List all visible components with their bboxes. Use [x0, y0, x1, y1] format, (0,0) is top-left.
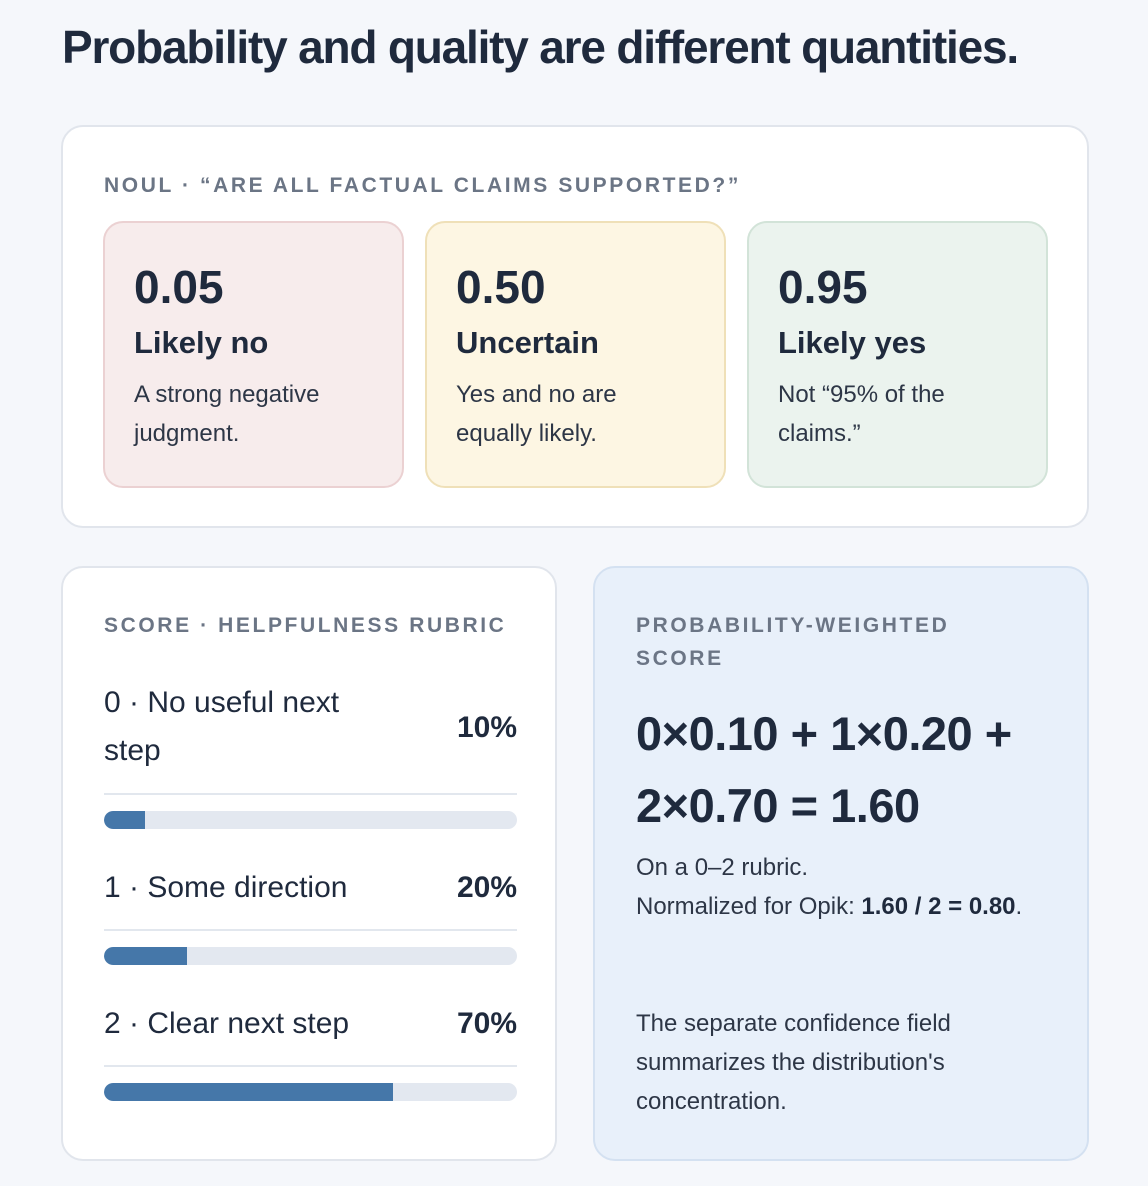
tile-label: Uncertain [456, 325, 599, 360]
progress-bar-fill [104, 1083, 394, 1101]
noul-tile-uncertain: 0.50 Uncertain Yes and no are equally li… [425, 221, 726, 488]
normalized-suffix: . [1015, 893, 1023, 920]
tile-label: Likely yes [778, 325, 927, 360]
tile-label: Likely no [134, 325, 269, 360]
divider [104, 793, 517, 795]
rubric-row-1: 1 · Some direction 20% [104, 864, 517, 934]
noul-eyebrow: NOUL · “ARE ALL FACTUAL CLAIMS SUPPORTED… [104, 174, 741, 197]
progress-bar-fill [104, 811, 146, 829]
divider [104, 1065, 517, 1067]
tile-value: 0.05 [134, 261, 224, 313]
rubric-row-0: 0 · No useful next step 10% [104, 679, 517, 809]
weighted-formula: 0×0.10 + 1×0.20 + 2×0.70 = 1.60 [636, 707, 1012, 832]
weighted-eyebrow: PROBABILITY-WEIGHTED SCORE [636, 614, 950, 670]
probability-weighted-card: PROBABILITY-WEIGHTED SCORE 0×0.10 + 1×0.… [593, 566, 1089, 1161]
noul-tile-likely-no: 0.05 Likely no A strong negative judgmen… [103, 221, 404, 488]
progress-bar-fill [104, 947, 187, 965]
tile-description: Yes and no are equally likely. [456, 381, 617, 447]
tile-description: A strong negative judgment. [134, 381, 320, 447]
noul-card: NOUL · “ARE ALL FACTUAL CLAIMS SUPPORTED… [61, 125, 1089, 528]
score-eyebrow: SCORE · HELPFULNESS RUBRIC [104, 614, 507, 637]
rubric-label: 0 · No useful next step [104, 686, 340, 767]
confidence-note: The separate confidence field summarizes… [636, 1010, 951, 1115]
noul-tile-likely-yes: 0.95 Likely yes Not “95% of the claims.” [747, 221, 1048, 488]
progress-bar [104, 947, 517, 965]
rubric-percent: 10% [456, 711, 517, 744]
rubric-percent: 70% [456, 1007, 517, 1040]
tile-value: 0.95 [778, 261, 868, 313]
progress-bar [104, 811, 517, 829]
weighted-explanation: On a 0–2 rubric. Normalized for Opik: 1.… [636, 848, 1056, 926]
divider [104, 929, 517, 931]
page-title: Probability and quality are different qu… [62, 21, 1019, 73]
rubric-range-text: On a 0–2 rubric. [636, 854, 809, 881]
rubric-row-2: 2 · Clear next step 70% [104, 1000, 517, 1070]
normalized-value: 1.60 / 2 = 0.80 [861, 893, 1016, 920]
progress-bar [104, 1083, 517, 1101]
tile-description: Not “95% of the claims.” [778, 381, 945, 447]
score-card: SCORE · HELPFULNESS RUBRIC 0 · No useful… [61, 566, 557, 1161]
rubric-label: 2 · Clear next step [104, 1007, 350, 1040]
normalized-text: Normalized for Opik: 1.60 / 2 = 0.80. [636, 887, 1056, 926]
tile-value: 0.50 [456, 261, 546, 313]
rubric-label: 1 · Some direction [104, 871, 348, 904]
rubric-percent: 20% [456, 871, 517, 904]
normalized-prefix: Normalized for Opik: [636, 893, 862, 920]
